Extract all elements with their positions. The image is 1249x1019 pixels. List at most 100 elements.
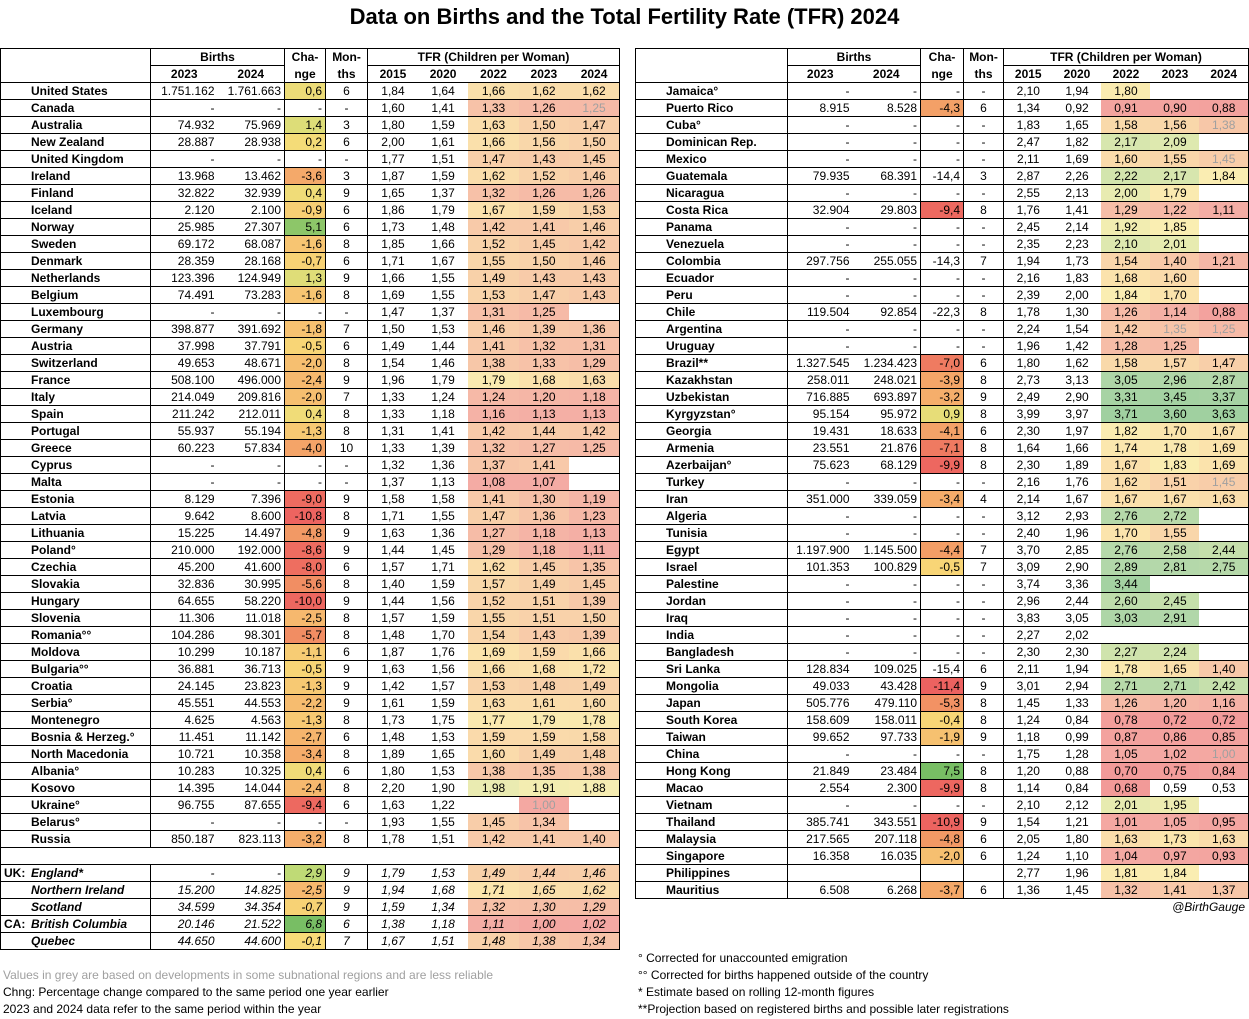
tfr-value: 1,37	[1199, 881, 1249, 899]
months: 8	[325, 422, 369, 440]
table-row: Armenia 23.551 21.876 -7,1 8 1,64 1,66 1,74 1,78…	[635, 439, 1249, 457]
country-label: Malaysia	[666, 832, 717, 846]
births-2024: -	[852, 507, 922, 525]
country-label: Bangladesh	[666, 645, 735, 659]
table-row: Taiwan 99.652 97.733 -1,9 9 1,18 0,99 0,87 0,86 0…	[635, 728, 1249, 746]
table-row: Chile 119.504 92.854 -22,3 8 1,78 1,30 1,26 1,14…	[635, 303, 1249, 321]
months: -	[963, 643, 1005, 661]
country-label: Taiwan	[666, 730, 706, 744]
country-label: United Kingdom	[31, 152, 124, 166]
months: 7	[325, 320, 369, 338]
tfr-value: 1,63	[468, 116, 519, 134]
months: 9	[325, 541, 369, 559]
months: 3	[963, 167, 1005, 185]
change-pct: -4,8	[284, 524, 327, 542]
tfr-value: 1,27	[468, 524, 519, 542]
tfr-value: 1,34	[1003, 99, 1053, 117]
country-name: Czechia	[0, 558, 151, 576]
country-name: Macao	[635, 779, 788, 797]
tfr-value: 1,84	[1101, 286, 1151, 304]
births-2023: 297.756	[787, 252, 853, 270]
births-2023: 101.353	[787, 558, 853, 576]
change-pct: -	[920, 133, 965, 151]
country-name: Quebec	[0, 932, 151, 950]
months: 8	[325, 779, 369, 797]
tfr-value: 2,13	[1052, 184, 1102, 202]
change-pct: -4,3	[920, 99, 965, 117]
tfr-value: 1,38	[518, 932, 570, 950]
births-2024: 29.803	[852, 201, 922, 219]
tfr-value: 1,73	[367, 218, 418, 236]
country-label: Chile	[666, 305, 696, 319]
months: -	[325, 303, 369, 321]
births-2023: -	[787, 609, 853, 627]
country-name: Ecuador	[635, 269, 788, 287]
table-row: South Korea 158.609 158.011 -0,4 8 1,24 0,84 0,…	[635, 711, 1249, 729]
table-row: Sri Lanka 128.834 109.025 -15,4 6 2,11 1,94 1,7…	[635, 660, 1249, 678]
country-name: Georgia	[635, 422, 788, 440]
tfr-value: 0,84	[1199, 762, 1249, 780]
tfr-value: 1,48	[468, 932, 519, 950]
tfr-value: 1,35	[518, 762, 570, 780]
country-name: Northern Ireland	[0, 881, 151, 899]
table-row: Finland 32.822 32.939 0,4 9 1,65 1,37 1,32 1,26 1…	[0, 184, 621, 202]
births-2024	[852, 864, 922, 882]
births-2023: -	[787, 524, 853, 542]
table-row: Belarus° - - - -1,93 1,55 1,45 1,34	[0, 813, 621, 831]
change-pct: -2,0	[920, 847, 965, 865]
births-2023: 60.223	[150, 439, 218, 457]
country-label: China	[666, 747, 700, 761]
change-pct: -5,6	[284, 575, 327, 593]
change-pct: -	[920, 184, 965, 202]
header-row: Births Cha- Mon- TFR (Children per Woman)	[635, 48, 1249, 66]
country-name: Luxembourg	[0, 303, 151, 321]
change-pct: -2,0	[284, 354, 327, 372]
table-row: Puerto Rico 8.915 8.528 -4,3 6 1,34 0,92 0,91 0,…	[635, 99, 1249, 117]
tfr-value: 1,36	[417, 456, 469, 474]
tfr-value: 1,51	[1150, 473, 1200, 491]
births-2024: 4.563	[217, 711, 286, 729]
change-pct: -10,8	[284, 507, 327, 525]
tfr-value: 1,33	[367, 439, 418, 457]
table-row: Bulgaria°° 36.881 36.713 -0,5 9 1,63 1,56 1,66 1…	[0, 660, 621, 678]
births-2024: -	[217, 813, 286, 831]
change-pct: -2,4	[284, 371, 327, 389]
country-label: Norway	[31, 220, 75, 234]
tfr-value: 1,90	[417, 779, 469, 797]
tfr-value: 1,49	[569, 677, 621, 695]
tfr-value: 1,71	[468, 881, 519, 899]
months: -	[963, 575, 1005, 593]
tfr-value: 1,62	[1101, 473, 1151, 491]
months: -	[963, 337, 1005, 355]
births-2023: 104.286	[150, 626, 218, 644]
months: 6	[325, 252, 369, 270]
tfr-value: 1,29	[569, 354, 621, 372]
tfr-value: 1,45	[1199, 150, 1249, 168]
tfr-value: 0,88	[1199, 99, 1249, 117]
tfr-value: 1,32	[468, 439, 519, 457]
country-name: Hong Kong	[635, 762, 788, 780]
births-2024: -	[852, 218, 922, 236]
months	[963, 864, 1005, 882]
country-label: Palestine	[666, 577, 719, 591]
tfr-value: 1,44	[518, 864, 570, 882]
tfr-value: 1,33	[468, 99, 519, 117]
births-2024: 14.044	[217, 779, 286, 797]
tfr-value: 1,69	[367, 286, 418, 304]
months: -	[325, 150, 369, 168]
tfr-value: 2,60	[1101, 592, 1151, 610]
country-name: Singapore	[635, 847, 788, 865]
change-pct: -	[920, 116, 965, 134]
tfr-value: 1,55	[417, 813, 469, 831]
table-row: Austria 37.998 37.791 -0,5 6 1,49 1,44 1,41 1,32…	[0, 337, 621, 355]
table-row: Iraq - - - -3,83 3,05 3,03 2,91	[635, 609, 1249, 627]
country-name: Nicaragua	[635, 184, 788, 202]
table-row: Czechia 45.200 41.600 -8,0 6 1,57 1,71 1,62 1,45…	[0, 558, 621, 576]
country-name: Japan	[635, 694, 788, 712]
tfr-value: 1,32	[1101, 881, 1151, 899]
months: 9	[325, 881, 369, 899]
months: 9	[325, 592, 369, 610]
change-pct: -9,9	[920, 456, 965, 474]
births-2023: 28.887	[150, 133, 218, 151]
table-row: Jordan - - - -2,96 2,44 2,60 2,45	[635, 592, 1249, 610]
